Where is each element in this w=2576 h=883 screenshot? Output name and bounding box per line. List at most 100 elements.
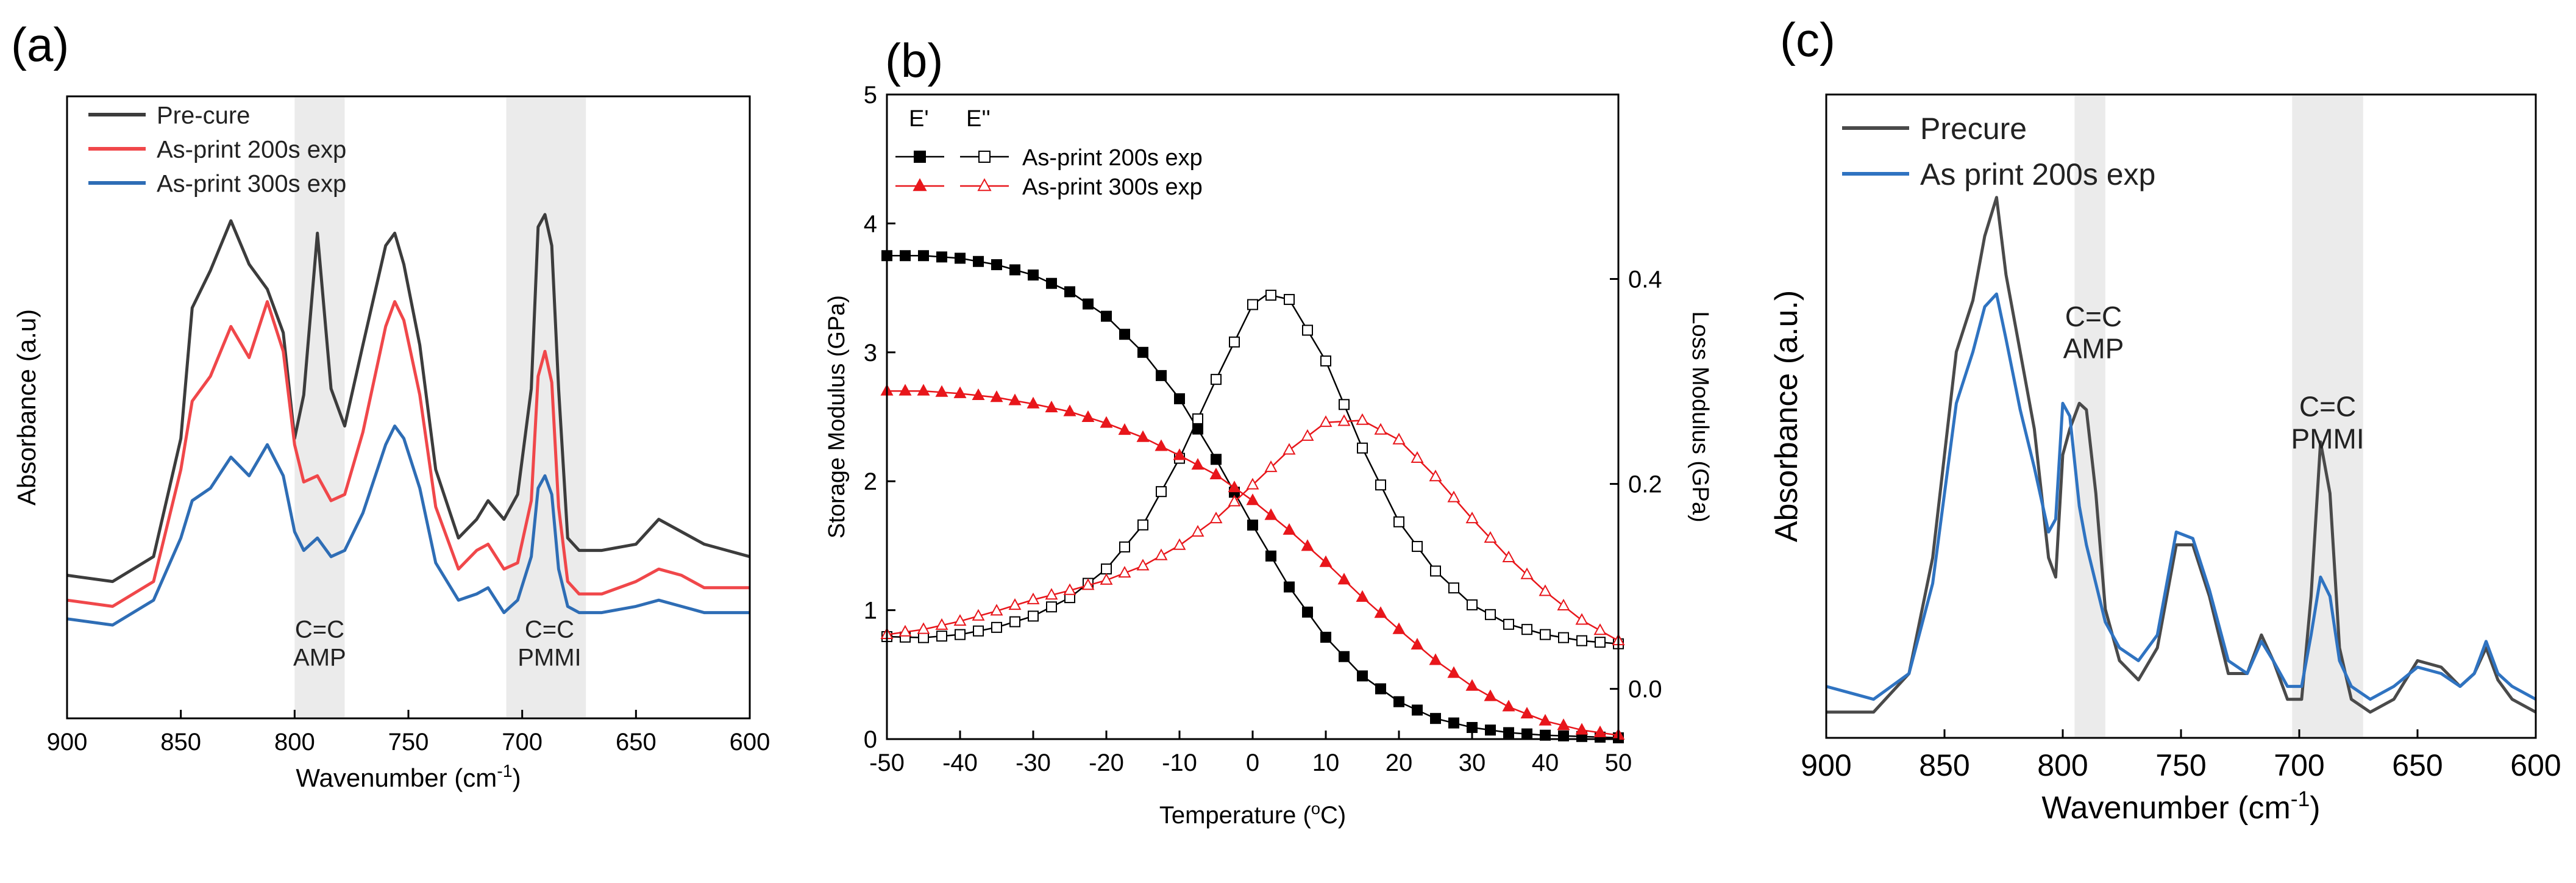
panel-b-data-marker	[1484, 689, 1497, 701]
panel-c-x-tick-label: 900	[1801, 748, 1851, 782]
panel-b-data-marker	[1356, 413, 1369, 425]
panel-b-data-marker	[1595, 637, 1606, 648]
panel-b-data-marker	[1448, 717, 1459, 729]
panel-b-data-marker	[1411, 451, 1424, 463]
panel-b-legend-header: E'	[909, 106, 929, 132]
panel-b-data-marker	[1392, 622, 1406, 634]
panel-a-x-tick-label: 800	[274, 729, 315, 756]
panel-b-data-marker	[936, 251, 947, 263]
panel-b-x-tick-label: -10	[1162, 749, 1197, 776]
panel-c-annotation: AMP	[2063, 333, 2124, 365]
panel-b-data-marker	[1192, 413, 1203, 424]
panel-b-data-marker	[1247, 299, 1258, 310]
panel-b-data-marker	[1247, 520, 1258, 531]
panel-b-data-marker	[1374, 606, 1387, 618]
panel-b-y-right-tick-label: 0.4	[1628, 266, 1662, 293]
panel-c-legend-label: As print 200s exp	[1920, 157, 2155, 191]
panel-b-data-marker	[1246, 477, 1259, 490]
panel-c-chart: 900 850 800 750 700 650 600 Wavenumber (cm-1) Ab…	[1769, 93, 2561, 826]
panel-b-x-tick-label: 50	[1605, 749, 1632, 776]
panel-b-data-marker	[900, 250, 911, 262]
panel-b-data-marker	[1136, 559, 1150, 571]
panel-c-shaded-band	[2292, 96, 2363, 737]
panel-b-data-marker	[1447, 666, 1461, 678]
panel-b-data-marker	[1008, 598, 1022, 610]
panel-a-series-line-2	[66, 300, 750, 608]
panel-a-x-axis-label: Wavenumber (cm-1)	[296, 762, 521, 792]
panel-b-y-tick-label: 1	[864, 598, 877, 624]
panel-a-y-axis-label: Absorbance (a.u)	[12, 309, 41, 506]
panel-b-legend-marker	[977, 178, 992, 191]
panel-b-legend-label: As-print 300s exp	[1022, 174, 1203, 200]
panel-b-data-marker	[1412, 704, 1423, 716]
panel-b-data-marker	[1119, 541, 1130, 552]
panel-b-y-right-axis-label: Loss Modulus (GPa)	[1687, 311, 1713, 522]
panel-b-data-marker	[1320, 631, 1331, 643]
panel-b-data-marker	[1137, 519, 1148, 531]
panel-b-data-marker	[1447, 490, 1461, 502]
panel-b-data-marker	[1558, 632, 1569, 643]
panel-b-data-marker	[955, 252, 966, 264]
panel-b-data-marker	[973, 625, 984, 637]
panel-c-annotation: C=C	[2065, 301, 2122, 332]
panel-c-annotation: C=C	[2299, 391, 2356, 423]
panel-a-x-tick-label: 600	[730, 729, 770, 756]
panel-b-data-marker	[1374, 423, 1387, 435]
panel-a-x-tick-label: 900	[47, 729, 88, 756]
panel-b-data-marker	[1467, 599, 1478, 610]
panel-b-data-marker	[1046, 277, 1057, 289]
panel-b-data-marker	[1430, 713, 1441, 724]
panel-b-data-marker	[1028, 269, 1039, 281]
panel-label-c: (c)	[1780, 13, 1835, 66]
panel-b-data-marker	[1337, 414, 1351, 426]
panel-b-data-marker	[1211, 454, 1222, 465]
panel-b-chart: -50 -40 -30 -20 -10 0 10 20 30 40 50 0 1 2 3 4 5 0.0 0.2 0.…	[824, 82, 1713, 829]
panel-b-data-marker	[1136, 430, 1150, 442]
panel-b-data-marker	[1448, 582, 1459, 594]
panel-c-x-tick-label: 600	[2510, 748, 2561, 782]
panel-b-data-marker	[1411, 638, 1424, 650]
panel-b-plot-frame	[886, 93, 1620, 740]
panel-b-x-tick-label: 30	[1459, 749, 1486, 776]
panel-c-x-axis-label: Wavenumber (cm-1)	[2041, 787, 2320, 826]
panel-b-data-marker	[1575, 613, 1589, 625]
panel-b-data-marker	[1465, 512, 1479, 524]
panel-b-data-marker	[1156, 370, 1167, 381]
panel-b-data-marker	[1264, 460, 1278, 473]
panel-b-data-marker	[1081, 578, 1095, 590]
panel-b-x-tick-label: -30	[1016, 749, 1051, 776]
panel-b-data-marker	[1155, 439, 1168, 451]
panel-b-data-marker	[953, 386, 967, 398]
panel-b-y-right-tick-label: 0.2	[1628, 471, 1662, 498]
panel-b-data-marker	[918, 250, 929, 262]
panel-b-data-marker	[1211, 374, 1222, 385]
panel-b-data-marker	[1063, 583, 1076, 595]
panel-b-data-marker	[1503, 727, 1514, 738]
panel-b-data-marker	[990, 390, 1003, 402]
panel-b-data-marker	[1429, 653, 1442, 665]
panel-c-legend-label: Precure	[1920, 112, 2027, 146]
panel-b-data-marker	[935, 618, 948, 630]
panel-b-data-marker	[1375, 479, 1386, 491]
panel-a-x-tick-label: 750	[388, 729, 429, 756]
panel-b-data-marker	[1063, 404, 1076, 416]
panel-a-chart: 900 850 800 750 700 650 600 Wavenumber (cm-1) Ab…	[12, 95, 770, 792]
panel-b-x-tick-label: -40	[942, 749, 978, 776]
panel-b-data-marker	[1521, 624, 1532, 635]
panel-b-data-marker	[1064, 286, 1075, 298]
panel-b-data-marker	[972, 388, 985, 401]
panel-b-data-marker	[1265, 550, 1276, 562]
panel-b-data-marker	[1393, 516, 1404, 527]
panel-b-data-marker	[1319, 555, 1332, 567]
panel-c-shaded-band	[2074, 96, 2105, 737]
panel-b-data-marker	[1465, 679, 1479, 691]
panel-b-y-tick-label: 4	[864, 210, 877, 237]
panel-b-data-marker	[1520, 567, 1534, 579]
panel-a-x-tick-label: 700	[502, 729, 543, 756]
panel-b-legend-marker	[913, 178, 927, 191]
panel-b-data-marker	[990, 604, 1003, 616]
panel-b-data-marker	[1339, 651, 1350, 662]
panel-b-data-marker	[1100, 573, 1113, 585]
panel-b-data-marker	[1392, 432, 1406, 445]
